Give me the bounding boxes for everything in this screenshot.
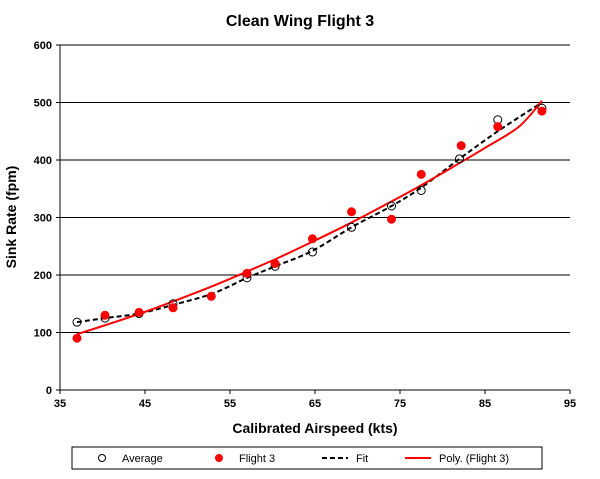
x-tick-labels: 35 45 55 65 75 85 95 <box>54 398 576 410</box>
legend-label: Poly. (Flight 3) <box>439 453 509 465</box>
y-tick-label: 300 <box>34 213 52 225</box>
x-axis-label: Calibrated Airspeed (kts) <box>232 420 397 436</box>
average-point <box>455 154 464 164</box>
legend-box <box>71 446 543 470</box>
flight3-point <box>168 303 178 313</box>
flight3-point <box>537 106 547 116</box>
axes <box>56 44 571 394</box>
y-tick-labels: 0 100 200 300 400 500 600 <box>34 40 52 397</box>
x-tick-label: 75 <box>394 398 406 410</box>
average-point <box>72 317 82 327</box>
flight3-point <box>100 310 110 320</box>
flight3-point <box>347 207 357 217</box>
x-tick-label: 35 <box>54 398 66 410</box>
x-tick-label: 45 <box>139 398 151 410</box>
average-point <box>387 201 396 211</box>
x-tick-label: 95 <box>564 398 576 410</box>
average-point <box>347 222 357 232</box>
x-tick-label: 65 <box>309 398 321 410</box>
y-tick-label: 400 <box>34 155 52 167</box>
y-tick-label: 600 <box>34 40 52 52</box>
flight3-point <box>456 141 466 151</box>
flight3-point <box>416 169 426 179</box>
y-tick-label: 200 <box>34 270 52 282</box>
legend-label: Flight 3 <box>239 453 275 465</box>
x-tick-label: 85 <box>479 398 491 410</box>
flight3-point <box>206 291 216 301</box>
flight3-point <box>270 259 280 268</box>
legend-swatch-average <box>98 454 106 462</box>
flight3-point <box>242 268 252 278</box>
legend-swatch-flight3 <box>215 454 223 462</box>
legend: Average Flight 3 Fit Poly. (Flight 3) <box>98 453 509 465</box>
average-point <box>416 185 426 195</box>
x-tick-label: 55 <box>224 398 236 410</box>
flight3-point <box>134 307 144 317</box>
y-tick-label: 500 <box>34 98 52 110</box>
legend-label: Fit <box>356 453 368 465</box>
y-tick-label: 100 <box>34 328 52 340</box>
average-point <box>307 247 317 257</box>
y-tick-label: 0 <box>46 385 52 397</box>
chart-title: Clean Wing Flight 3 <box>226 13 374 30</box>
gridlines <box>60 44 570 333</box>
flight3-point <box>307 234 317 244</box>
flight3-point <box>72 333 82 343</box>
flight3-point <box>387 214 396 224</box>
y-axis-label: Sink Rate (fpm) <box>3 166 19 269</box>
flight3-point <box>493 122 503 132</box>
legend-label: Average <box>122 453 163 465</box>
series-markers <box>72 103 547 343</box>
